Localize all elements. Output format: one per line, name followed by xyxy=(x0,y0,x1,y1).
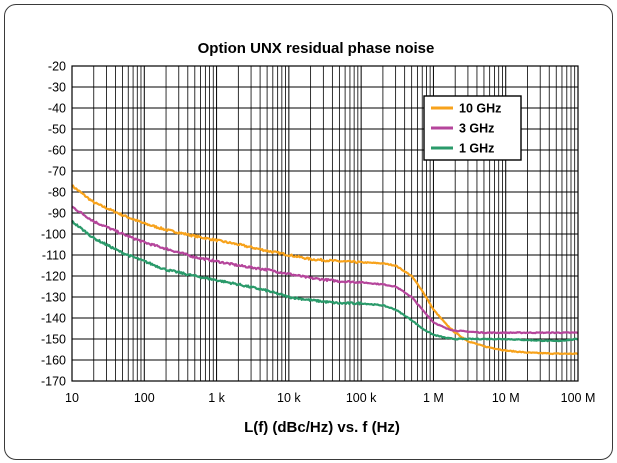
x-tick-label: 1 M xyxy=(423,391,444,405)
legend-label: 1 GHz xyxy=(459,142,494,156)
y-tick-label: -140 xyxy=(41,312,66,326)
x-tick-label: 10 xyxy=(65,391,79,405)
y-tick-label: -30 xyxy=(48,81,66,95)
minor-gridlines xyxy=(93,66,576,381)
y-axis-ticks: -20 -30 -40 -50 -60 -70 -80 -90 -100 -110 -120 -130… xyxy=(41,60,66,389)
x-tick-label: 10 k xyxy=(277,391,301,405)
x-tick-label: 10 M xyxy=(492,391,520,405)
series-line-10-ghz xyxy=(71,184,579,356)
legend-label: 3 GHz xyxy=(459,122,494,136)
y-tick-label: -150 xyxy=(41,333,66,347)
x-tick-label: 100 k xyxy=(346,391,377,405)
y-tick-label: -130 xyxy=(41,291,66,305)
y-tick-label: -70 xyxy=(48,165,66,179)
y-tick-label: -160 xyxy=(41,354,66,368)
series-line-1-ghz xyxy=(71,219,579,343)
x-tick-label: 100 xyxy=(134,391,155,405)
series-line-3-ghz xyxy=(71,205,579,335)
x-tick-label: 100 M xyxy=(561,391,596,405)
y-tick-label: -60 xyxy=(48,144,66,158)
x-axis-label: L(f) (dBc/Hz) vs. f (Hz) xyxy=(244,419,400,436)
legend: 10 GHz 3 GHz 1 GHz xyxy=(423,95,522,161)
x-tick-label: 1 k xyxy=(208,391,225,405)
y-tick-label: -90 xyxy=(48,207,66,221)
chart-title: Option UNX residual phase noise xyxy=(198,40,435,57)
legend-label: 10 GHz xyxy=(459,102,501,116)
y-tick-label: -100 xyxy=(41,228,66,242)
plot-area-border xyxy=(71,65,579,382)
x-axis-ticks: 10 100 1 k 10 k 100 k 1 M 10 M 100 M xyxy=(65,391,595,405)
y-tick-label: -40 xyxy=(48,102,66,116)
series-layer xyxy=(71,184,579,356)
y-tick-label: -80 xyxy=(48,186,66,200)
y-tick-label: -120 xyxy=(41,270,66,284)
y-tick-label: -20 xyxy=(48,60,66,74)
y-tick-label: -110 xyxy=(42,249,66,263)
y-tick-label: -50 xyxy=(48,123,66,137)
chart-frame xyxy=(4,4,613,460)
y-tick-label: -170 xyxy=(41,375,66,389)
